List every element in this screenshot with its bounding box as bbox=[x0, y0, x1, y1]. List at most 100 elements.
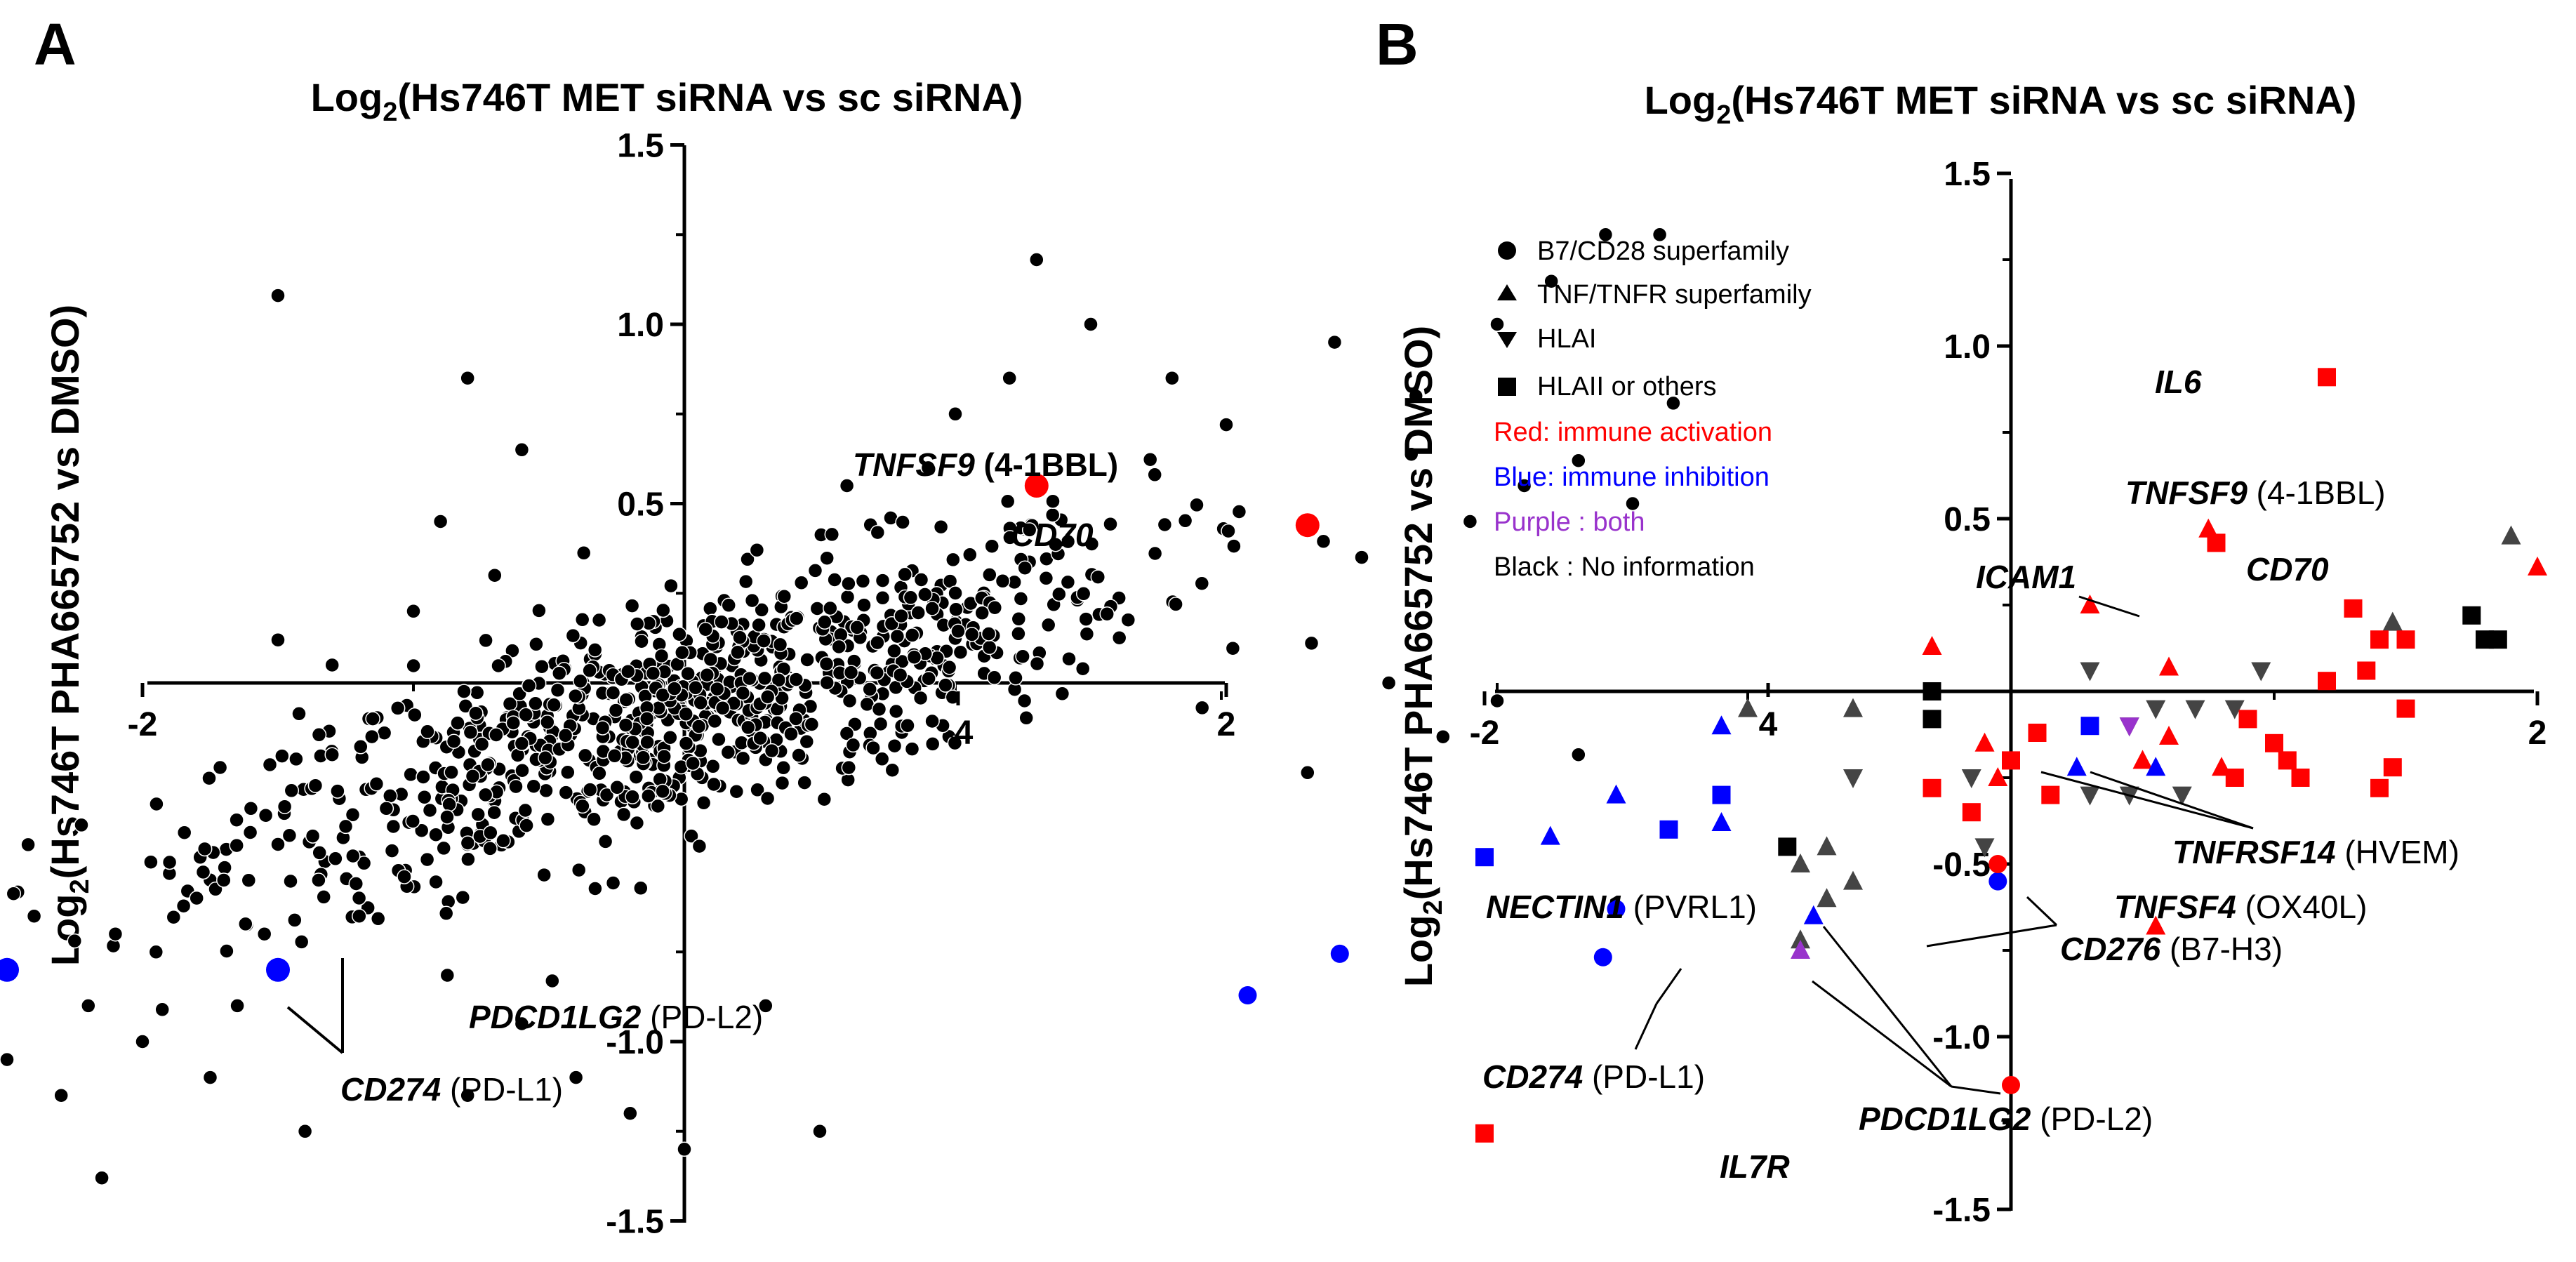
panel-a-data-point bbox=[591, 612, 607, 628]
panel-a-data-point bbox=[438, 905, 454, 922]
panel-a-data-point bbox=[478, 632, 493, 649]
panel-a-data-point bbox=[1327, 334, 1343, 350]
panel-a-data-point bbox=[538, 750, 553, 766]
panel-a-data-point bbox=[1000, 493, 1016, 510]
panel-a-x-tick-label: 4 bbox=[1759, 706, 1778, 743]
panel-a-data-point bbox=[605, 685, 621, 700]
panel-a-data-point bbox=[841, 576, 856, 592]
panel-a-data-point bbox=[441, 797, 457, 812]
panel-a-data-point bbox=[587, 642, 603, 658]
panel-a-data-point bbox=[514, 442, 530, 458]
label-pdcd1lg2-a-gene: PDCD1LG2 bbox=[469, 999, 642, 1035]
panel-a-data-point bbox=[751, 617, 766, 633]
panel-a-data-point bbox=[480, 757, 496, 773]
leader-line-icam1 bbox=[2078, 595, 2140, 618]
panel-a-data-point bbox=[974, 605, 990, 621]
panel-a-data-point bbox=[270, 837, 286, 852]
panel-b-data-point-square bbox=[2318, 368, 2336, 387]
label-tnfsf9-a-alias: (4-1BBL) bbox=[975, 446, 1118, 483]
panel-a-data-point bbox=[536, 867, 552, 883]
panel-a-data-point bbox=[791, 748, 806, 763]
panel-a-data-point bbox=[175, 898, 192, 914]
panel-a-data-point bbox=[894, 608, 909, 624]
panel-a-data-point bbox=[625, 789, 640, 804]
panel-a-data-point bbox=[633, 880, 649, 896]
label-pdcd1lg2-b-alias: (PD-L2) bbox=[2031, 1101, 2153, 1137]
panel-b-data-point-square bbox=[2370, 630, 2389, 649]
panel-b-data-point-triangle-up bbox=[1606, 784, 1626, 804]
label-tnfsf9-a: TNFSF9 (4-1BBL) bbox=[853, 446, 1118, 483]
panel-b-data-point-triangle-down bbox=[2119, 717, 2139, 737]
panel-a-data-point bbox=[819, 550, 835, 566]
panel-a-data-point bbox=[1147, 467, 1162, 483]
panel-a-y-tick-label: 1.5 bbox=[617, 128, 664, 165]
panel-a-data-point bbox=[270, 288, 286, 303]
panel-a-data-point bbox=[432, 514, 449, 529]
panel-b-data-point-square bbox=[2041, 785, 2060, 804]
panel-a-data-point bbox=[639, 711, 655, 726]
panel-a-data-point bbox=[688, 680, 703, 696]
panel-a-data-point bbox=[274, 748, 290, 764]
label-cd70-a: CD70 bbox=[1011, 517, 1094, 553]
panel-a-data-point bbox=[312, 845, 327, 861]
panel-a-data-point bbox=[904, 741, 920, 757]
panel-a-data-point bbox=[841, 759, 857, 776]
panel-b-ylabel-rest: (Hs746T PHA665752 vs DMSO) bbox=[1396, 326, 1440, 901]
panel-a-data-point bbox=[369, 776, 385, 792]
panel-a-data-point bbox=[599, 787, 615, 803]
panel-a-data-point bbox=[436, 840, 451, 856]
panel-a-data-point bbox=[419, 851, 435, 868]
panel-a-data-point bbox=[189, 890, 204, 906]
panel-b-data-point-triangle-up bbox=[1791, 929, 1810, 949]
panel-a-data-point bbox=[799, 733, 815, 750]
panel-a-data-point bbox=[1002, 530, 1018, 545]
panel-a-data-point bbox=[1051, 586, 1067, 602]
panel-b-data-point-square bbox=[1923, 682, 1941, 700]
panel-a-data-point bbox=[483, 825, 498, 841]
panel-a-data-point bbox=[565, 627, 581, 644]
panel-a-data-point bbox=[742, 670, 757, 686]
panel-a-data-point bbox=[720, 745, 736, 760]
panel-a-data-point bbox=[903, 590, 919, 606]
panel-a-title-sub: 2 bbox=[383, 98, 397, 127]
panel-a-data-point bbox=[740, 552, 755, 567]
panel-a-data-point bbox=[707, 713, 723, 729]
panel-a-data-point bbox=[744, 592, 760, 609]
panel-a-data-point bbox=[735, 685, 751, 701]
panel-b-data-point-triangle-up bbox=[1711, 715, 1732, 735]
panel-a-data-point bbox=[948, 406, 963, 422]
panel-a-data-point bbox=[667, 681, 682, 696]
panel-b-data-point-square bbox=[1475, 848, 1494, 867]
panel-a-data-point bbox=[699, 667, 715, 683]
panel-a-data-point bbox=[809, 601, 825, 616]
panel-a-data-point bbox=[693, 695, 708, 711]
label-tnfsf4: TNFSF4 (OX40L) bbox=[2114, 889, 2367, 925]
panel-a-data-point bbox=[677, 1141, 692, 1157]
panel-a-data-point bbox=[750, 782, 765, 798]
panel-a-data-point bbox=[1018, 710, 1034, 726]
panel-a-data-point bbox=[1029, 252, 1044, 267]
leader-line-cd276-2 bbox=[1926, 924, 2057, 948]
panel-a-data-point bbox=[531, 603, 547, 618]
label-cd70-b-gene: CD70 bbox=[2246, 551, 2329, 587]
panel-a-data-point bbox=[1142, 451, 1158, 467]
panel-a-data-point bbox=[283, 873, 298, 889]
panel-a-data-point bbox=[148, 944, 164, 960]
panel-a-data-point bbox=[1303, 635, 1320, 651]
panel-a-data-point bbox=[1078, 611, 1094, 627]
panel-a-data-point bbox=[938, 677, 953, 693]
panel-b-data-point-triangle-up bbox=[2146, 757, 2166, 776]
panel-a-data-point bbox=[628, 769, 644, 785]
panel-a-data-point bbox=[827, 572, 842, 587]
panel-a-data-point bbox=[691, 719, 707, 734]
panel-a-y-tick-label: 0.5 bbox=[617, 486, 664, 524]
panel-a-data-point bbox=[981, 626, 997, 642]
label-cd274-b: CD274 (PD-L1) bbox=[1482, 1058, 1705, 1095]
panel-a-data-point bbox=[514, 1016, 530, 1032]
panel-b-data-point-triangle-down bbox=[2172, 786, 2192, 806]
panel-a-data-point bbox=[645, 665, 661, 682]
panel-a-data-point bbox=[887, 643, 902, 659]
panel-b-data-point-triangle-down bbox=[2251, 662, 2271, 682]
panel-a-data-point bbox=[560, 764, 576, 781]
panel-a-data-point bbox=[216, 872, 232, 888]
